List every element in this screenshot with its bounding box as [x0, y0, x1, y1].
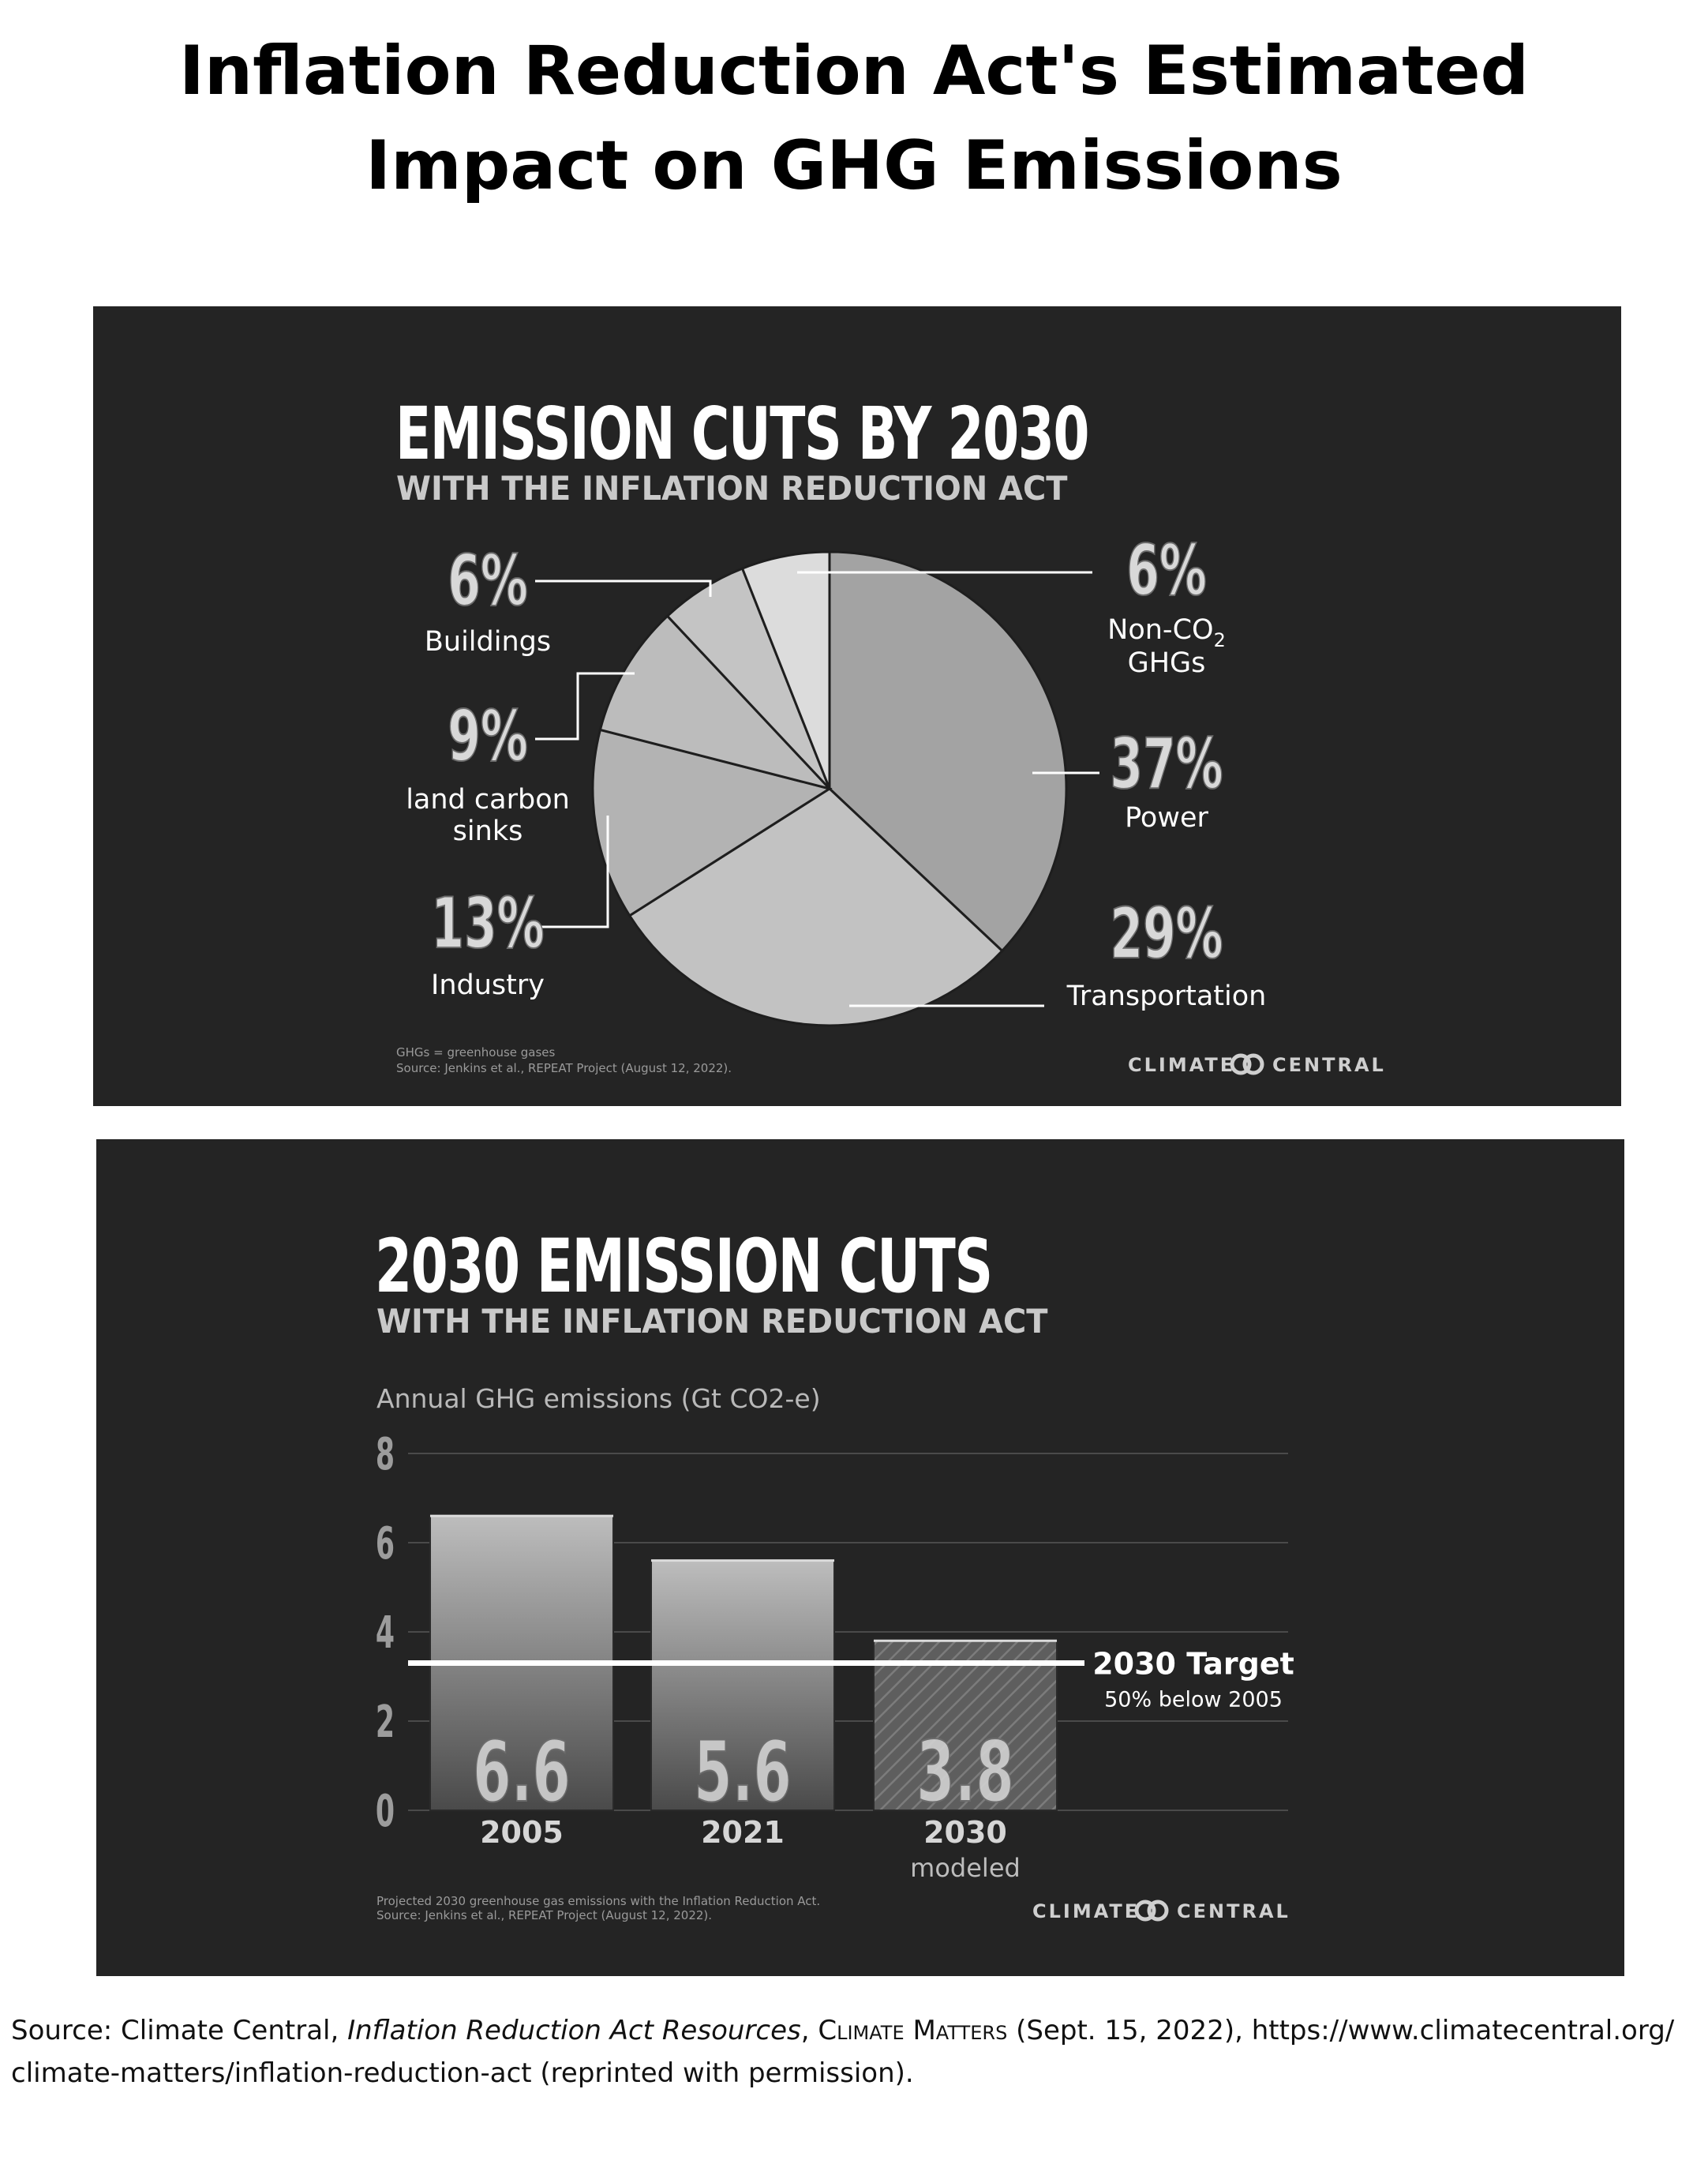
- pie-value-label-land-carbon-sinks: 9%: [448, 696, 528, 777]
- x-tick-label-2005: 2005: [480, 1815, 564, 1850]
- logo-text-right: CENTRAL: [1272, 1054, 1386, 1076]
- pie-slice-transportation: [627, 787, 1004, 1027]
- x-tick-note-2030: modeled: [910, 1853, 1021, 1883]
- logo-text-right: CENTRAL: [1177, 1900, 1290, 1922]
- bar-panel-title: 2030 EMISSION CUTS: [375, 1224, 993, 1310]
- bar-panel-subtitle: WITH THE INFLATION REDUCTION ACT: [376, 1302, 1048, 1341]
- pie-category-label-land-carbon-sinks-2: sinks: [453, 816, 523, 847]
- leader-buildings: [535, 579, 712, 597]
- climate-central-logo: CLIMATE CENTRAL: [1032, 1900, 1290, 1922]
- pie-value-label-industry: 13%: [431, 883, 544, 964]
- credit-rest: (Sept. 15, 2022), https://www.climatecen…: [1007, 2015, 1675, 2046]
- credit-italic: Inflation Reduction Act Resources: [347, 2015, 801, 2046]
- pie-slice-power: [828, 550, 1068, 953]
- leader-industry: [537, 816, 609, 928]
- bar-footnote-1: Projected 2030 greenhouse gas emissions …: [376, 1894, 820, 1908]
- pie-category-label-non-co2-ghgs-2: GHGs: [1128, 647, 1206, 679]
- credit-prefix: Source: Climate Central,: [11, 2015, 348, 2046]
- logo-rings-icon: [1134, 1900, 1169, 1922]
- page-title-line2: Impact on GHG Emissions: [365, 126, 1343, 205]
- pie-footnote-1: GHGs = greenhouse gases: [396, 1045, 556, 1059]
- pie-slice-non-co2-ghgs: [740, 550, 831, 789]
- pie-value-label-non-co2-ghgs: 6%: [1126, 530, 1207, 611]
- credit-line-2: climate-matters/inflation-reduction-act …: [11, 2057, 914, 2089]
- climate-central-logo: CLIMATE CENTRAL: [1128, 1053, 1386, 1076]
- bar-2021: [650, 1559, 835, 1811]
- bar-value-label-2005: 6.6: [473, 1724, 571, 1821]
- pie-category-label-industry: Industry: [431, 969, 545, 1001]
- pie-footnote-2: Source: Jenkins et al., REPEAT Project (…: [396, 1061, 732, 1075]
- pie-category-label-buildings: Buildings: [425, 626, 551, 658]
- source-credit: Source: Climate Central, Inflation Reduc…: [11, 2009, 1700, 2095]
- pie-value-label-transportation: 29%: [1110, 893, 1223, 974]
- pie-category-label-power: Power: [1125, 802, 1208, 834]
- logo-rings-icon: [1230, 1053, 1264, 1075]
- pie-panel-title: EMISSION CUTS BY 2030: [395, 392, 1090, 476]
- bar-value-label-2030: 3.8: [916, 1724, 1014, 1821]
- y-tick-label-0: 0: [376, 1785, 395, 1836]
- bar-chart: Annual GHG emissions (Gt CO2-e) 0 2 4 6 8 6.…: [376, 1383, 1294, 1922]
- pie-chart: 37%Power 29% Transportation 13% Industry 9% la…: [396, 529, 1386, 1076]
- x-tick-label-2021: 2021: [701, 1815, 785, 1850]
- leader-land-carbon: [535, 672, 635, 741]
- pie-category-label-land-carbon-sinks: land carbon: [406, 784, 570, 816]
- logo-text-left: CLIMATE: [1128, 1054, 1235, 1076]
- y-axis-label: Annual GHG emissions (Gt CO2-e): [376, 1383, 821, 1414]
- pie-slice-industry: [591, 728, 833, 917]
- page-title: Inflation Reduction Act's Estimated Impa…: [0, 24, 1708, 213]
- bar-value-label-2021: 5.6: [694, 1724, 792, 1821]
- y-tick-label-4: 4: [376, 1607, 395, 1658]
- pie-value-label-buildings: 6%: [448, 540, 528, 621]
- pie-category-label-non-co2-ghgs: Non-CO2: [1107, 614, 1226, 651]
- pie-chart-panel: EMISSION CUTS BY 2030 WITH THE INFLATION…: [93, 306, 1621, 1106]
- bar-footnote-2: Source: Jenkins et al., REPEAT Project (…: [376, 1908, 712, 1922]
- pie-panel-subtitle: WITH THE INFLATION REDUCTION ACT: [396, 469, 1068, 508]
- y-tick-label-6: 6: [376, 1517, 395, 1569]
- bar-2030: [873, 1640, 1058, 1811]
- target-label: 2030 Target: [1092, 1647, 1294, 1682]
- y-tick-label-8: 8: [376, 1428, 395, 1480]
- pie-category-label-transportation: Transportation: [1066, 981, 1267, 1012]
- target-note: 50% below 2005: [1104, 1688, 1283, 1712]
- pie-value-label-power: 37%: [1110, 723, 1223, 804]
- credit-sep: ,: [800, 2015, 818, 2046]
- credit-smallcaps: Climate Matters: [818, 2015, 1008, 2046]
- page-title-line1: Inflation Reduction Act's Estimated: [178, 32, 1530, 111]
- credit-line-1: Source: Climate Central, Inflation Reduc…: [11, 2009, 1700, 2052]
- x-tick-label-2030: 2030: [923, 1815, 1007, 1850]
- y-tick-label-2: 2: [376, 1696, 395, 1747]
- pie-slice-land-carbon-sinks: [598, 614, 833, 791]
- logo-text-left: CLIMATE: [1032, 1900, 1140, 1922]
- bar-chart-panel: 2030 EMISSION CUTS WITH THE INFLATION RE…: [96, 1139, 1624, 1976]
